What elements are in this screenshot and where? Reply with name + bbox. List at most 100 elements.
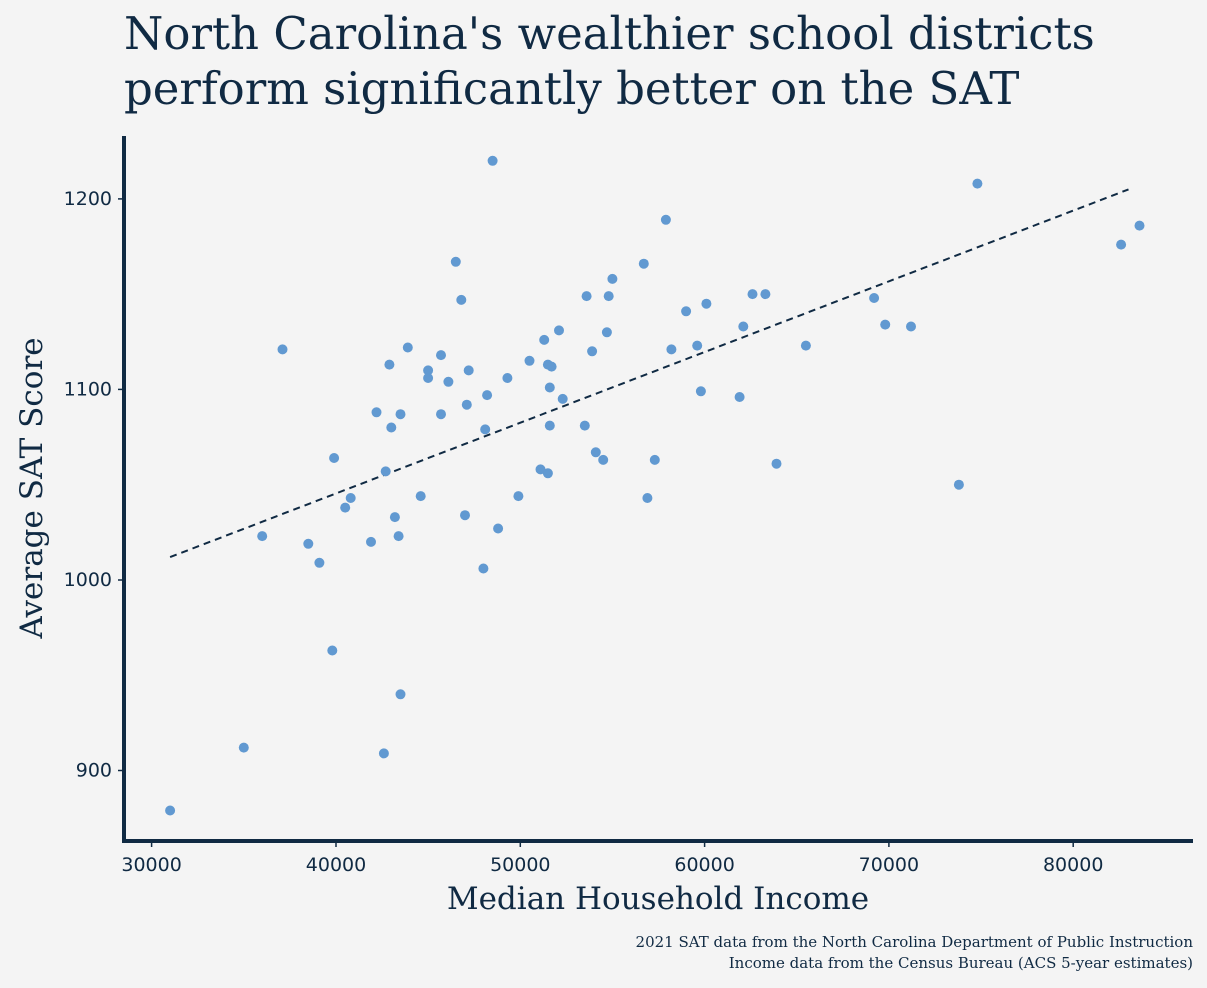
data-point <box>579 420 590 431</box>
data-point <box>493 523 504 534</box>
data-point <box>487 155 498 166</box>
data-point <box>972 178 983 189</box>
data-point <box>603 291 614 302</box>
data-point <box>366 536 376 547</box>
data-point <box>542 468 553 479</box>
data-point <box>738 321 749 332</box>
data-point <box>238 742 249 753</box>
data-point <box>277 344 288 355</box>
data-point <box>165 805 176 816</box>
data-point <box>378 748 389 759</box>
source-caption: 2021 SAT data from the North Carolina De… <box>636 932 1193 974</box>
data-point <box>554 325 564 336</box>
data-point <box>384 359 395 370</box>
data-point <box>478 563 489 574</box>
chart-title-line-2: perform significantly better on the SAT <box>124 62 1020 115</box>
data-point <box>513 491 524 502</box>
data-point <box>544 382 555 393</box>
data-point <box>539 334 550 345</box>
data-point <box>423 373 434 383</box>
data-point <box>771 458 782 469</box>
data-point <box>601 327 612 338</box>
data-point <box>389 512 400 523</box>
data-point <box>303 538 314 549</box>
data-point <box>436 350 446 361</box>
axes-layer <box>122 136 1193 843</box>
data-point <box>557 393 568 404</box>
data-point <box>701 298 712 309</box>
data-point <box>482 390 493 401</box>
data-point <box>386 422 397 433</box>
data-point <box>371 407 382 418</box>
data-point <box>800 340 811 351</box>
data-point <box>461 399 472 410</box>
y-tick-label: 1200 <box>64 188 112 210</box>
data-point <box>380 466 391 477</box>
data-point <box>869 293 880 303</box>
data-point <box>1116 239 1127 250</box>
data-point <box>598 454 609 465</box>
data-point <box>638 258 649 269</box>
caption-line-2: Income data from the Census Bureau (ACS … <box>728 954 1193 972</box>
data-point <box>524 355 535 366</box>
data-point <box>450 256 461 267</box>
data-point <box>436 409 446 420</box>
data-point <box>480 424 491 435</box>
data-point <box>402 342 413 353</box>
data-point <box>660 214 671 225</box>
data-point <box>906 321 916 332</box>
data-point <box>456 294 467 305</box>
data-point <box>535 464 546 475</box>
data-point <box>544 420 555 431</box>
data-point <box>607 273 618 284</box>
data-point <box>692 340 703 351</box>
x-tick-label: 40000 <box>306 854 366 876</box>
data-point <box>681 306 692 317</box>
data-point <box>395 409 406 420</box>
data-point <box>393 531 404 542</box>
chart-title: North Carolina's wealthier school distri… <box>124 6 1204 116</box>
trend-line <box>169 188 1129 559</box>
data-point <box>953 479 964 490</box>
data-point <box>666 344 677 355</box>
data-point <box>460 510 470 521</box>
data-point <box>395 689 406 700</box>
trend-line-layer <box>169 188 1129 559</box>
data-point <box>340 502 351 513</box>
data-point <box>345 493 356 503</box>
data-point <box>590 447 601 458</box>
data-point <box>463 365 474 376</box>
data-point <box>581 291 592 302</box>
data-point <box>695 386 706 397</box>
data-point <box>415 491 426 502</box>
x-tick-label: 30000 <box>121 854 181 876</box>
data-point <box>587 346 598 357</box>
y-axis-label: Average SAT Score <box>14 337 50 639</box>
data-point <box>502 373 513 383</box>
data-point <box>880 319 891 330</box>
data-point <box>329 453 340 463</box>
data-point <box>734 392 745 402</box>
ticks-layer: 30000 40000 50000 60000 70000 80000 900 1000 110… <box>64 188 1104 876</box>
x-tick-label: 60000 <box>674 854 734 876</box>
x-tick-label: 50000 <box>490 854 550 876</box>
data-point <box>649 454 660 465</box>
chart-title-line-1: North Carolina's wealthier school distri… <box>124 7 1095 60</box>
data-point <box>546 361 557 372</box>
x-tick-label: 70000 <box>859 854 919 876</box>
data-point <box>642 493 653 503</box>
data-point <box>443 376 454 387</box>
data-point <box>760 289 771 300</box>
y-tick-label: 900 <box>76 760 112 782</box>
x-tick-label: 80000 <box>1043 854 1103 876</box>
data-point <box>1134 220 1145 231</box>
points-layer <box>165 155 1145 816</box>
x-axis-label: Median Household Income <box>447 881 869 917</box>
caption-line-1: 2021 SAT data from the North Carolina De… <box>635 933 1193 951</box>
data-point <box>314 557 325 568</box>
data-point <box>747 289 758 300</box>
data-point <box>423 365 434 376</box>
y-tick-label: 1000 <box>64 569 112 591</box>
data-point <box>327 645 338 656</box>
